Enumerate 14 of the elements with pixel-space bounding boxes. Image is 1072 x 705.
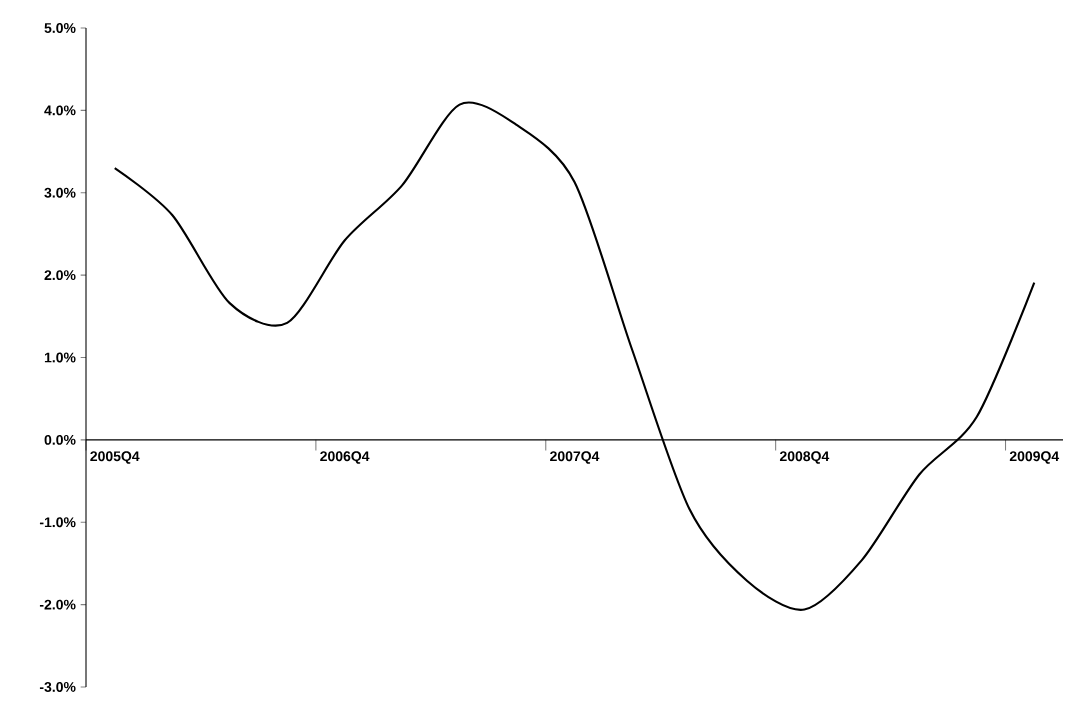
- y-tick-label: 4.0%: [44, 105, 76, 116]
- x-tick-label: 2006Q4: [320, 451, 370, 464]
- y-tick-label: 5.0%: [44, 23, 76, 33]
- x-tick-label: 2005Q4: [90, 451, 140, 464]
- y-tick-label: 2.0%: [44, 270, 76, 281]
- y-tick-label: 0.0%: [44, 434, 76, 445]
- y-tick-label: -1.0%: [39, 517, 76, 528]
- y-tick-label: 3.0%: [44, 187, 76, 198]
- x-tick-label: 2007Q4: [550, 451, 600, 464]
- y-tick-label: 1.0%: [44, 352, 76, 363]
- x-tick-label: 2008Q4: [779, 451, 830, 464]
- x-tick-label: 2009Q4: [1009, 451, 1060, 464]
- y-tick-label: -2.0%: [39, 599, 76, 610]
- y-tick-label: -3.0%: [39, 682, 76, 692]
